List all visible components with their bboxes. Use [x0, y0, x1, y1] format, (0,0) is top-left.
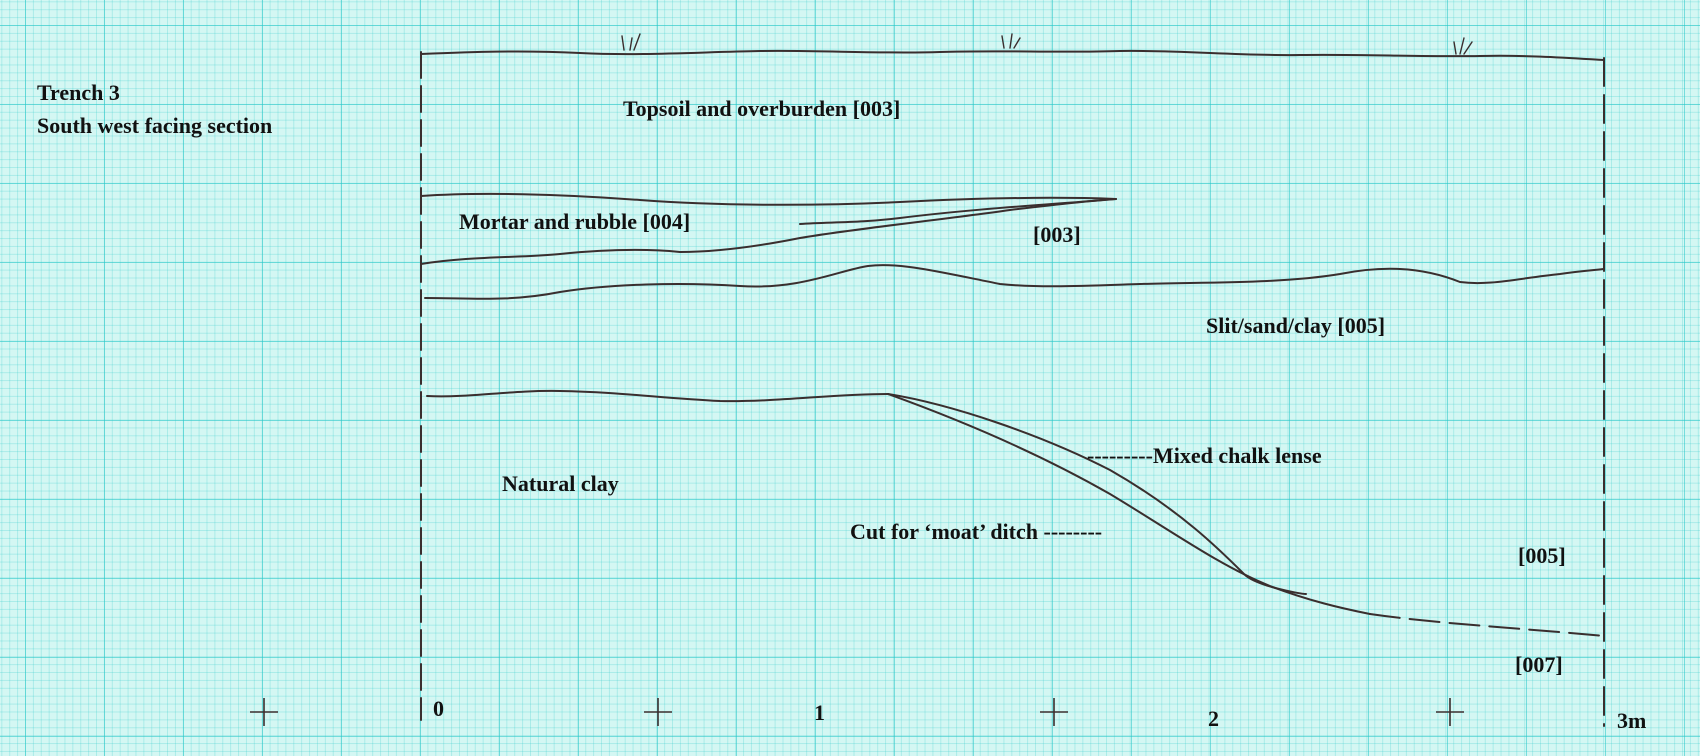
- label-silt: Slit/sand/clay [005]: [1206, 313, 1386, 338]
- grid-cross-marker: [250, 698, 278, 726]
- drawing-title: Trench 3 South west facing section: [37, 76, 272, 142]
- grid-cross-marker: [644, 698, 672, 726]
- grass-tuft: [1001, 33, 1021, 49]
- label-layer-007: [007]: [1515, 652, 1563, 677]
- scale-tick-1: 1: [814, 700, 825, 725]
- grid-cross-marker: [1436, 698, 1464, 726]
- mortar-top-line: [420, 192, 1117, 206]
- grass-tuft: [621, 33, 641, 51]
- scale-tick-3m: 3m: [1617, 708, 1647, 733]
- projected-ditch-base: [1369, 613, 1605, 637]
- label-natural-clay: Natural clay: [502, 471, 619, 496]
- label-moat-cut: Cut for ‘moat’ ditch --------: [850, 519, 1103, 544]
- label-chalk-lense: ---------Mixed chalk lense: [1087, 443, 1322, 468]
- trench-title: Trench 3: [37, 80, 120, 105]
- section-subtitle: South west facing section: [37, 113, 273, 138]
- ground-surface-line: [420, 49, 1605, 61]
- label-layer-003: [003]: [1033, 222, 1081, 247]
- mortar-base-line: [420, 198, 1117, 265]
- silt-top-line: [424, 264, 1605, 300]
- label-mortar: Mortar and rubble [004]: [459, 209, 691, 234]
- scale-tick-2: 2: [1208, 706, 1219, 731]
- label-topsoil: Topsoil and overburden [003]: [623, 96, 901, 121]
- moat-cut-line: [887, 393, 1371, 615]
- label-layer-005: [005]: [1518, 543, 1566, 568]
- natural-clay-top-line: [426, 389, 889, 403]
- grid-cross-marker: [1040, 698, 1068, 726]
- grass-tuft: [1453, 37, 1473, 55]
- chalk-lense-line: [887, 393, 1307, 595]
- scale-tick-0: 0: [433, 696, 444, 721]
